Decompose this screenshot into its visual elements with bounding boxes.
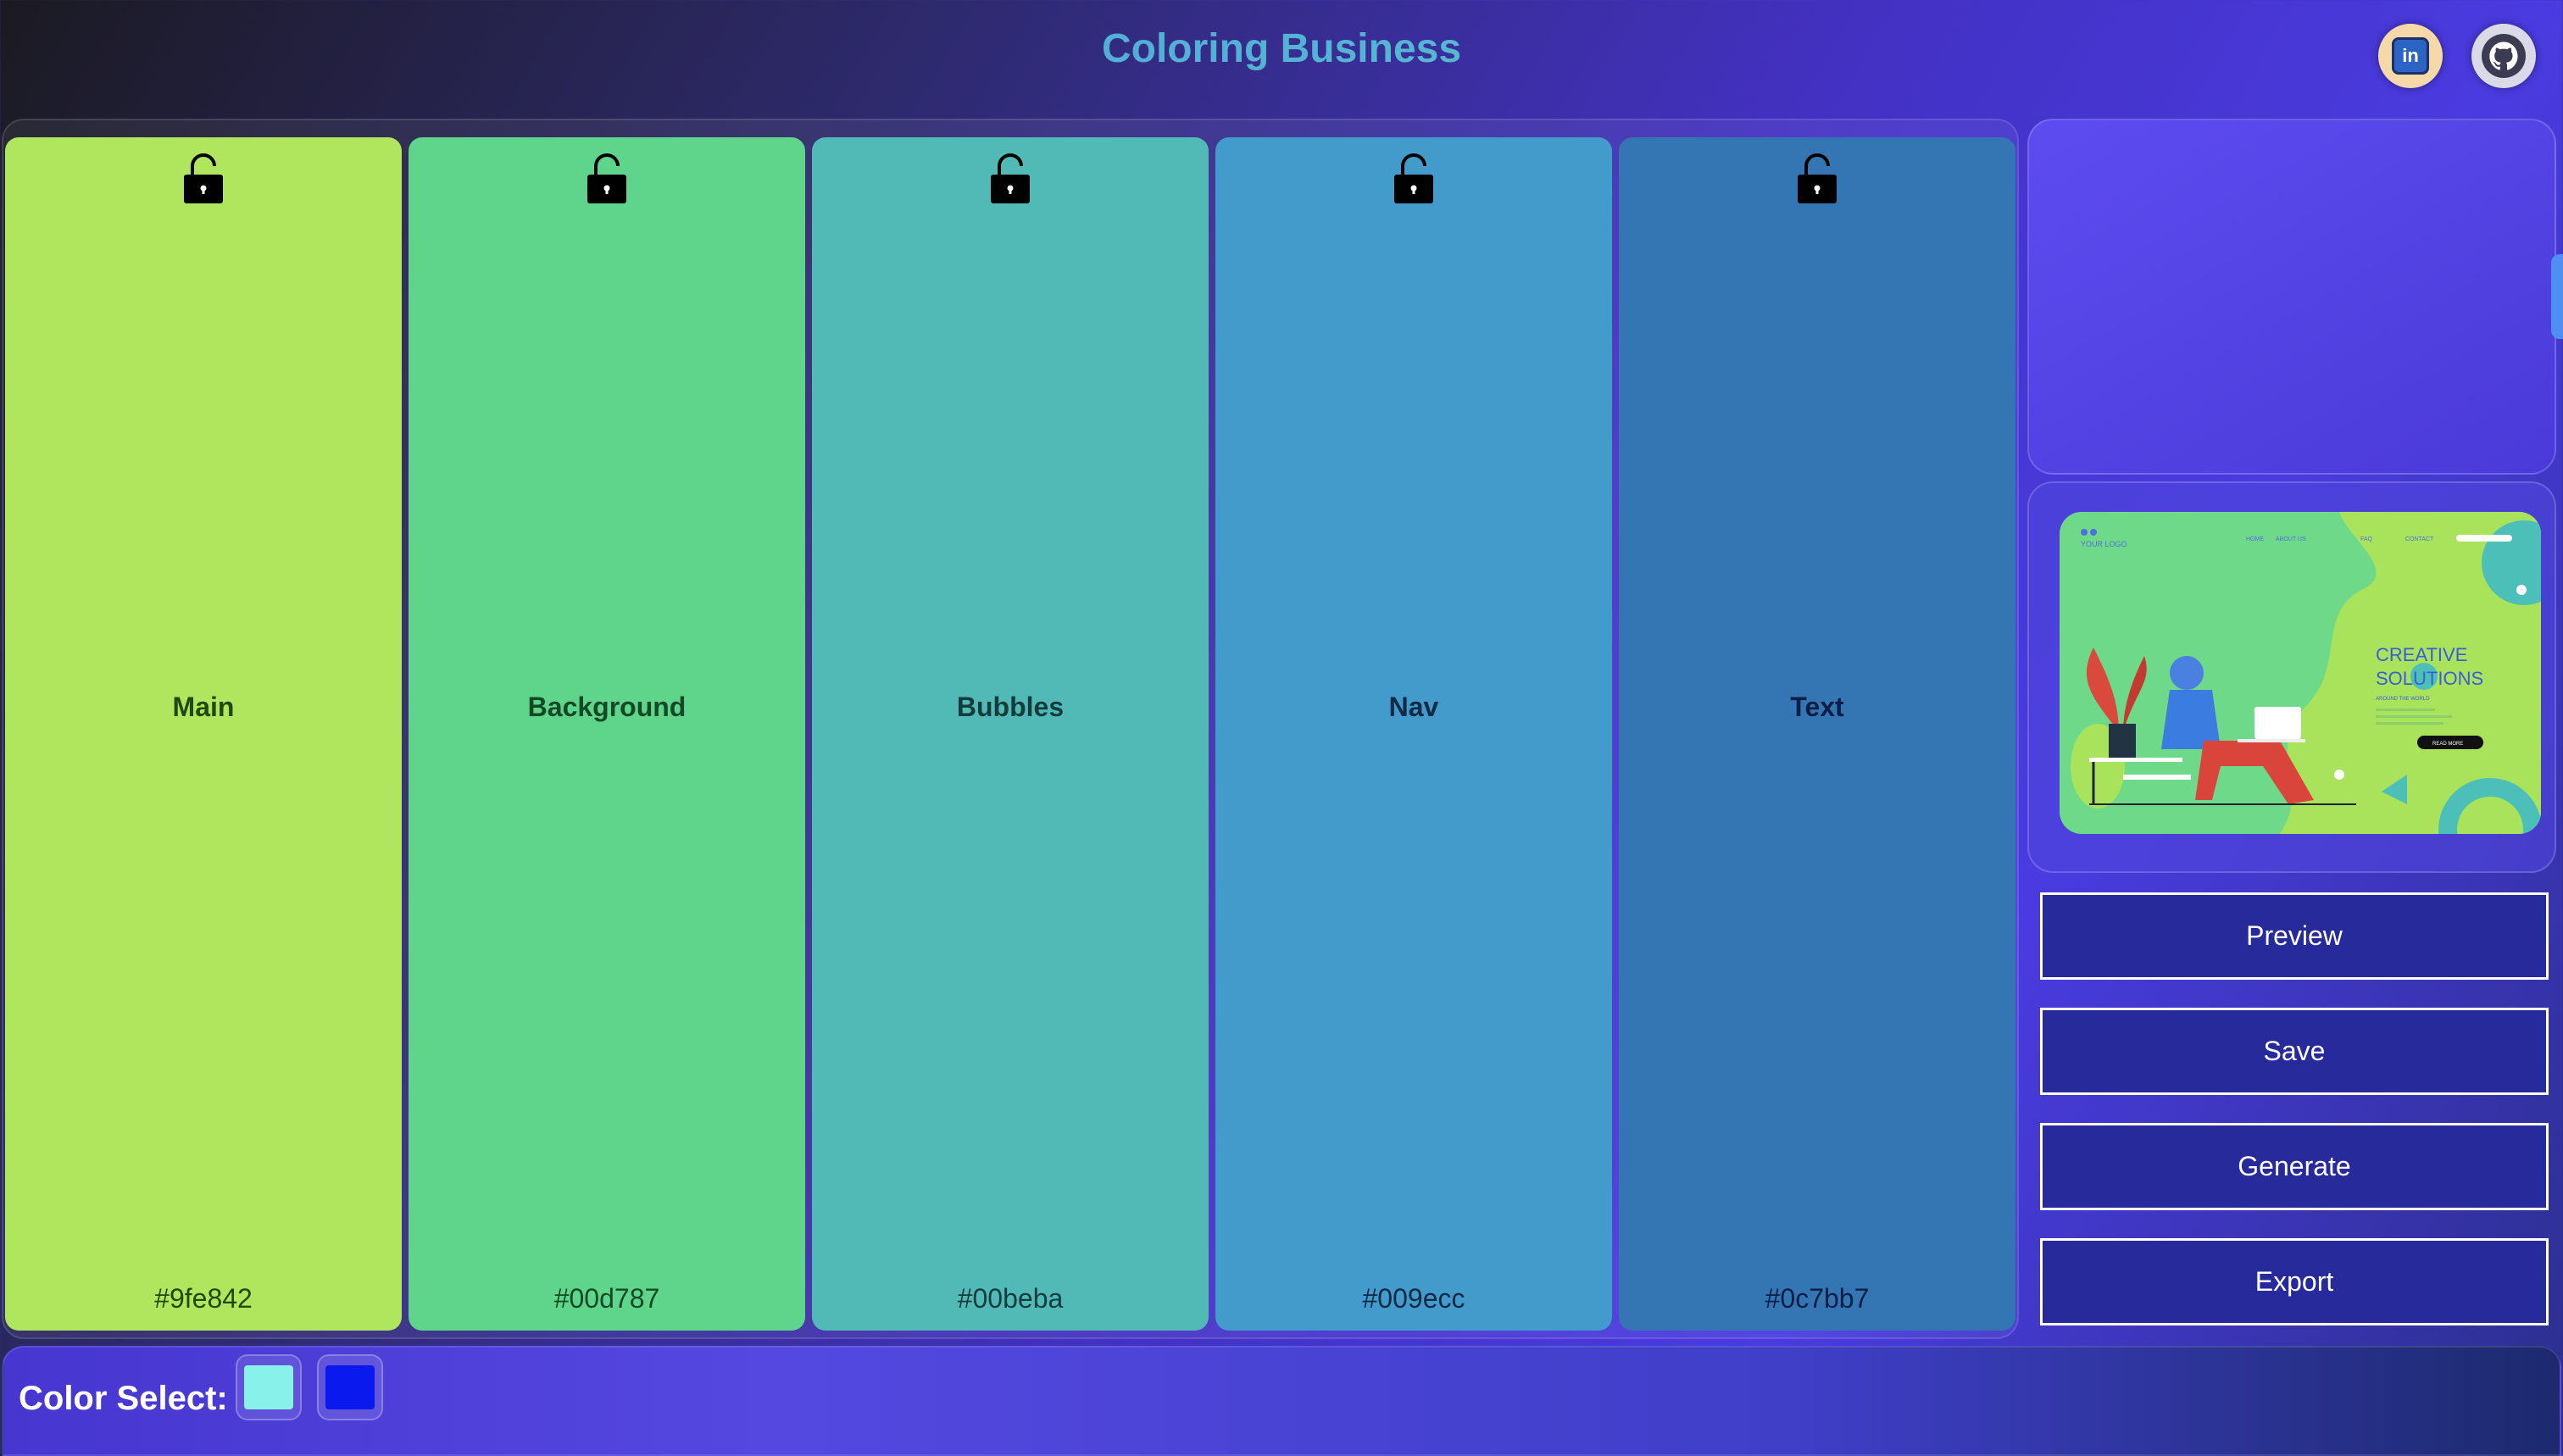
- swatch-role-label: Bubbles: [956, 692, 1065, 722]
- preview-nav-home: HOME: [2246, 536, 2264, 542]
- color-select-swatch[interactable]: [317, 1354, 383, 1420]
- color-select-label: Color Select:: [19, 1380, 228, 1417]
- github-button[interactable]: [2471, 24, 2536, 88]
- unlocked-padlock-icon[interactable]: [991, 153, 1030, 208]
- swatch-hex-value[interactable]: #00d787: [553, 1283, 660, 1314]
- unlocked-padlock-icon[interactable]: [1798, 153, 1837, 208]
- preview-button[interactable]: Preview: [2040, 892, 2549, 980]
- export-button[interactable]: Export: [2040, 1238, 2549, 1325]
- preview-nav-contact: CONTACT: [2405, 536, 2434, 542]
- color-chip: [325, 1365, 375, 1409]
- swatch-hex-value[interactable]: #0c7bb7: [1765, 1283, 1870, 1314]
- unlocked-padlock-icon[interactable]: [587, 153, 626, 208]
- website-preview-image: YOUR LOGO HOME ABOUT US FAQ CONTACT CREA…: [2060, 512, 2541, 834]
- preview-headline-1: CREATIVE: [2376, 644, 2467, 665]
- preview-logo-text: YOUR LOGO: [2081, 540, 2127, 548]
- color-chip: [244, 1365, 293, 1409]
- color-swatch-text[interactable]: Text #0c7bb7: [1619, 137, 2015, 1331]
- preview-nav-about: ABOUT US: [2276, 536, 2306, 542]
- color-swatch-main[interactable]: Main #9fe842: [5, 137, 402, 1331]
- preview-tagline: AROUND THE WORLD: [2376, 697, 2430, 702]
- swatch-role-label: Nav: [1388, 692, 1439, 722]
- swatch-role-label: Text: [1790, 692, 1844, 722]
- generate-button[interactable]: Generate: [2040, 1123, 2549, 1210]
- unlocked-padlock-icon[interactable]: [1394, 153, 1433, 208]
- swatch-hex-value[interactable]: #00beba: [957, 1283, 1064, 1314]
- save-button[interactable]: Save: [2040, 1008, 2549, 1095]
- side-panel-tab[interactable]: [2551, 254, 2563, 339]
- color-swatch-background[interactable]: Background #00d787: [409, 137, 805, 1331]
- swatch-hex-value[interactable]: #9fe842: [154, 1283, 253, 1314]
- side-panel: [2027, 119, 2556, 475]
- linkedin-icon: in: [2392, 37, 2429, 75]
- swatch-role-label: Main: [172, 692, 235, 722]
- github-icon: [2482, 34, 2526, 78]
- color-select-swatch[interactable]: [236, 1354, 302, 1420]
- color-swatch-bubbles[interactable]: Bubbles #00beba: [812, 137, 1209, 1331]
- footer-bar: [2, 1346, 2561, 1456]
- swatch-role-label: Background: [527, 692, 687, 722]
- page-title: Coloring Business: [0, 25, 2563, 72]
- preview-nav-faq: FAQ: [2360, 536, 2373, 542]
- unlocked-padlock-icon[interactable]: [184, 153, 223, 208]
- linkedin-button[interactable]: in: [2378, 24, 2443, 88]
- color-swatch-nav[interactable]: Nav #009ecc: [1215, 137, 1612, 1331]
- swatch-hex-value[interactable]: #009ecc: [1362, 1283, 1465, 1314]
- preview-cta: READ MORE: [2432, 742, 2463, 747]
- preview-headline-2: SOLUTIONS: [2376, 668, 2483, 689]
